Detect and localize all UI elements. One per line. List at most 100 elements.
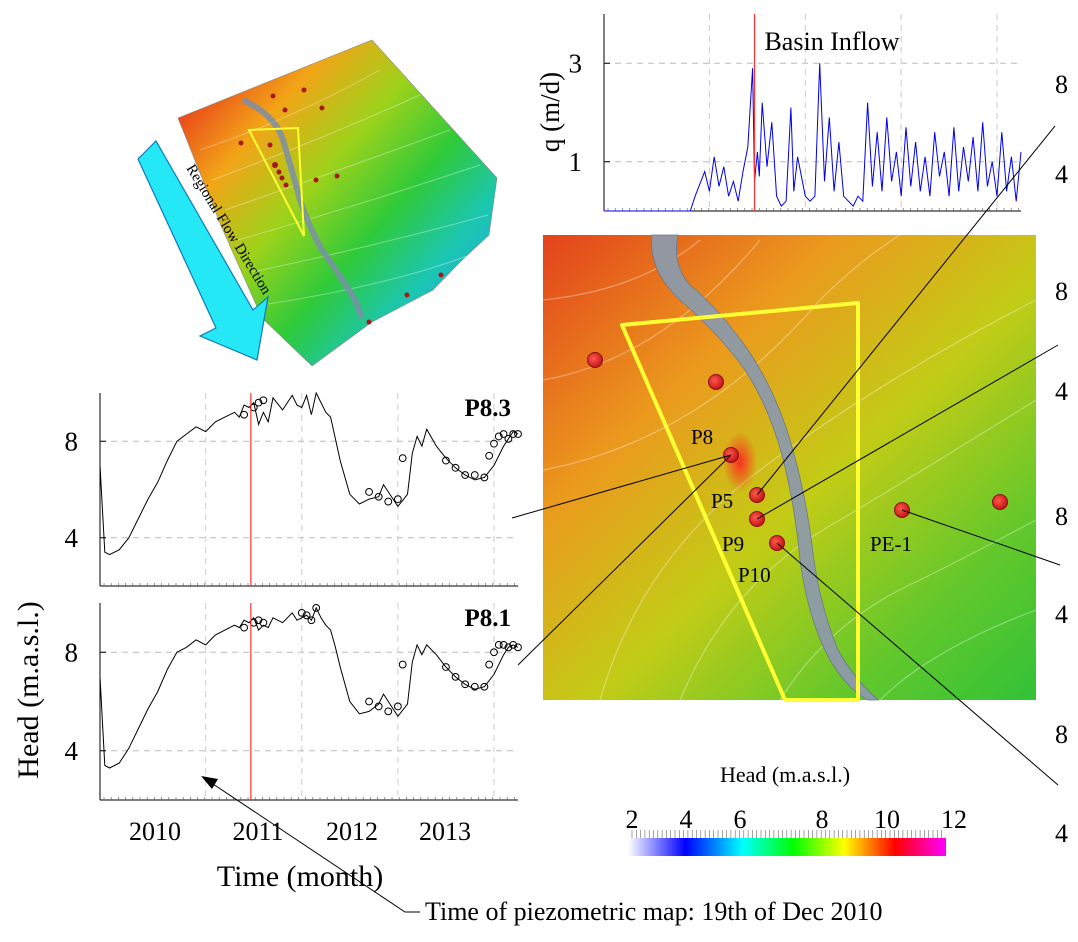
- p83-observed-points: [240, 396, 522, 506]
- inflow-gridlines: [604, 14, 1021, 211]
- observed-point: [485, 660, 494, 669]
- p83-simulated-line: [99, 391, 519, 556]
- p81-observed-points: [240, 604, 522, 716]
- map-p8-highlight: [723, 432, 757, 492]
- observed-point: [297, 608, 306, 617]
- observed-point: [490, 439, 498, 448]
- piezometric-map: P8 P5 P9 P10 PE-1: [542, 234, 1037, 702]
- caption-text: Time of piezometric map: 19th of Dec 201…: [425, 897, 883, 926]
- svg-text:8: 8: [1055, 502, 1068, 531]
- observed-point: [509, 640, 518, 649]
- terrain-surface: [177, 39, 498, 367]
- y-tick-label: 8: [65, 637, 79, 667]
- observed-point: [365, 697, 373, 706]
- head-legend-minor-ticks: [631, 830, 942, 838]
- observed-point: [384, 707, 393, 716]
- inflow-chart-title: Basin Inflow: [764, 27, 899, 56]
- observed-point: [442, 663, 450, 671]
- connector-lines: [511, 125, 1061, 786]
- well-label-p10: P10: [738, 563, 771, 587]
- observed-point: [504, 643, 513, 652]
- legend-tick-label: 6: [734, 805, 747, 834]
- observed-point: [451, 672, 460, 681]
- p81-simulated-line: [99, 606, 519, 769]
- observed-point: [307, 616, 316, 625]
- caption-arrow-line: [203, 777, 420, 913]
- legend-tick-label: 4: [680, 805, 693, 834]
- observed-point: [302, 611, 311, 620]
- observed-point: [499, 430, 508, 438]
- observed-point: [254, 398, 263, 407]
- head-ylabel: Head (m.a.s.l.): [12, 601, 45, 778]
- observed-point: [461, 680, 470, 689]
- p83-gridlines: [100, 393, 518, 586]
- y-tick-label: 1: [569, 147, 583, 177]
- observed-point: [514, 643, 522, 652]
- well-marker: [992, 494, 1008, 510]
- svg-text:4: 4: [1055, 160, 1068, 189]
- observed-point: [470, 682, 479, 691]
- observed-point: [240, 410, 249, 419]
- observed-point: [509, 430, 518, 438]
- p83-chart-title: P8.3: [464, 395, 511, 422]
- x-tick-label: 2013: [419, 817, 471, 846]
- inflow-series-line: [604, 63, 1022, 212]
- observed-point: [259, 396, 268, 405]
- svg-text:4: 4: [1055, 819, 1068, 848]
- p81-chart: 4 8 2010 2011 2012 2013 P8.1 Time (month): [65, 603, 522, 893]
- observed-point: [461, 471, 470, 479]
- observed-point: [374, 702, 383, 711]
- well-label-p5: P5: [711, 489, 733, 513]
- observed-point: [384, 497, 393, 506]
- observed-point: [374, 492, 383, 501]
- observed-point: [398, 454, 407, 463]
- map-river: [651, 234, 880, 701]
- svg-text:8: 8: [1055, 720, 1068, 749]
- observed-point: [365, 488, 373, 496]
- svg-text:8: 8: [1055, 277, 1068, 306]
- p83-ticks: 48: [65, 426, 515, 586]
- observed-point: [470, 471, 479, 479]
- observed-point: [499, 640, 508, 649]
- well-marker: [708, 374, 724, 390]
- observed-point: [504, 434, 513, 443]
- well-label-p9: P9: [722, 532, 744, 556]
- x-tick-label: 2011: [232, 817, 283, 846]
- legend-tick-label: 10: [874, 805, 900, 834]
- observed-point: [312, 604, 321, 612]
- svg-text:4: 4: [1055, 377, 1068, 406]
- head-legend-colorbar: [628, 838, 946, 856]
- svg-text:4: 4: [1055, 600, 1068, 629]
- y-tick-label: 4: [65, 736, 79, 766]
- y-tick-label: 3: [569, 48, 583, 78]
- inflow-ylabel: q (m/d): [535, 72, 565, 152]
- svg-text:8: 8: [1055, 70, 1068, 99]
- x-tick-label: 2010: [129, 817, 181, 846]
- p83-chart: 48 P8.3: [65, 391, 522, 587]
- observed-point: [398, 660, 407, 669]
- observed-point: [393, 702, 402, 711]
- well-label-pe1: PE-1: [870, 532, 912, 556]
- regional-terrain-inset: Regional Flow Direction: [137, 39, 498, 367]
- map-study-area: [620, 301, 860, 702]
- observed-point: [240, 623, 249, 632]
- basin-inflow-chart: 13 Basin Inflow q (m/d): [535, 14, 1022, 212]
- p81-ticks: 4 8 2010 2011 2012 2013: [65, 637, 515, 846]
- inflow-ticks: 13: [569, 48, 1019, 211]
- observed-point: [494, 640, 503, 649]
- legend-tick-label: 8: [816, 805, 829, 834]
- regional-flow-arrow: [137, 140, 269, 361]
- observed-point: [490, 648, 498, 657]
- legend-tick-label: 2: [626, 805, 639, 834]
- well-label-p8: P8: [691, 425, 713, 449]
- observed-point: [494, 432, 503, 441]
- x-tick-label: 2012: [326, 817, 378, 846]
- caption-arrow-head: [201, 776, 218, 789]
- observed-point: [480, 473, 489, 482]
- observed-point: [480, 682, 489, 691]
- head-legend-title: Head (m.a.s.l.): [720, 762, 850, 787]
- terrain-wells: [238, 87, 444, 325]
- observed-point: [451, 463, 460, 472]
- legend-tick-label: 12: [941, 805, 967, 834]
